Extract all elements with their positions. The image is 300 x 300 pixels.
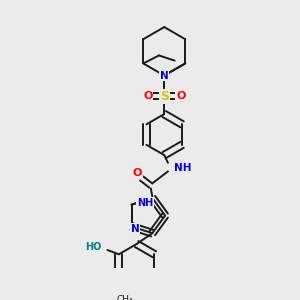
Text: S: S [160,90,169,103]
Text: CH₃: CH₃ [117,296,134,300]
Text: O: O [143,91,152,101]
Text: NH: NH [174,163,191,173]
Text: N: N [160,70,169,81]
Text: N: N [130,224,140,234]
Text: O: O [133,168,142,178]
Text: NH: NH [137,198,153,208]
Text: HO: HO [85,242,102,252]
Text: O: O [176,91,185,101]
